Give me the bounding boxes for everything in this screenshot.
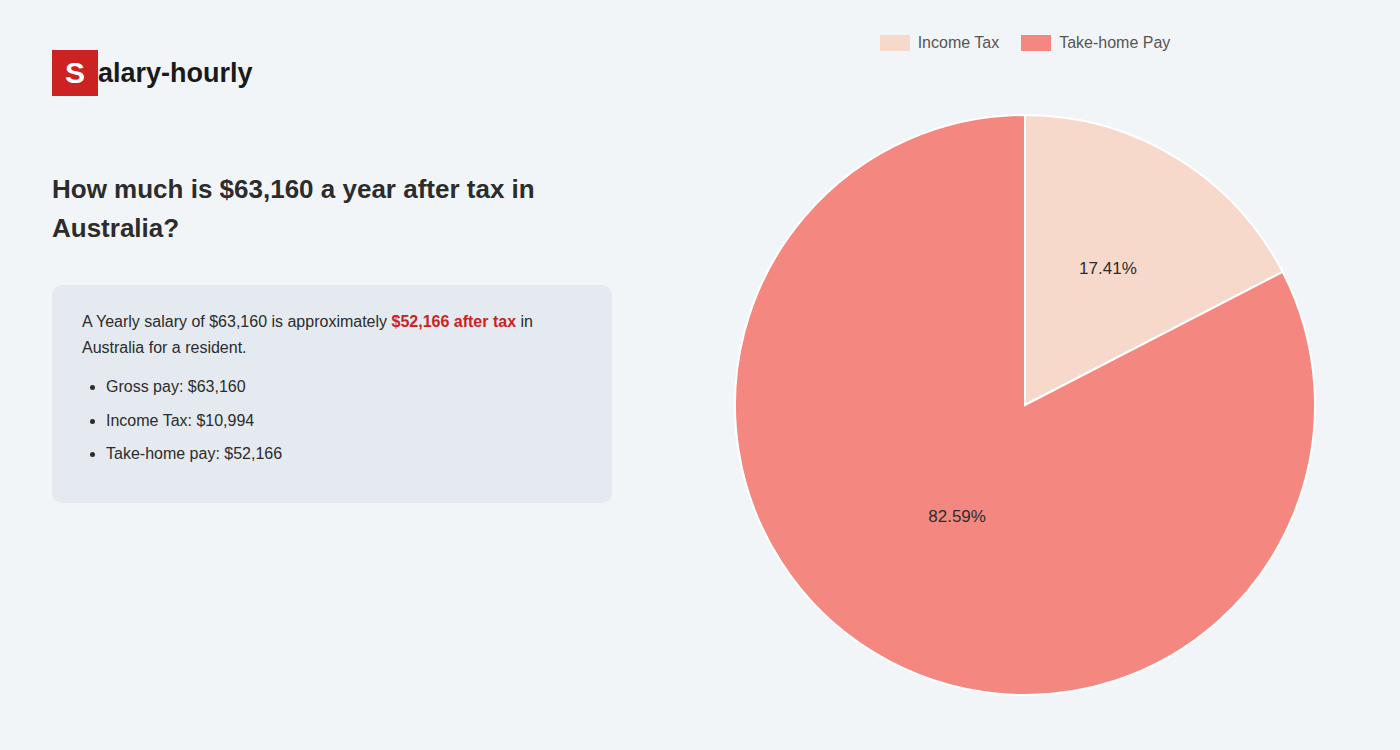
data-label: 82.59% [928, 507, 986, 526]
pie-slice [735, 115, 1315, 695]
summary-text: A Yearly salary of $63,160 is approximat… [82, 313, 392, 330]
bullet-item: Take-home pay: $52,166 [106, 441, 588, 467]
logo-text: alary-hourly [98, 58, 253, 89]
legend-label: Take-home Pay [1059, 34, 1170, 52]
legend-item: Take-home Pay [1021, 34, 1170, 52]
title: How much is $63,160 a year after tax in … [52, 170, 642, 248]
bullet-item: Gross pay: $63,160 [106, 374, 588, 400]
summary-text: Australia for a resident. [82, 339, 247, 356]
legend-swatch [880, 35, 910, 51]
summary-line: Australia for a resident. [82, 335, 588, 361]
legend: Income Tax Take-home Pay [650, 34, 1400, 52]
legend-label: Income Tax [918, 34, 1000, 52]
legend-item: Income Tax [880, 34, 1000, 52]
summary-highlight: $52,166 after tax [392, 313, 517, 330]
bullet-item: Income Tax: $10,994 [106, 408, 588, 434]
logo-letter: S [52, 50, 98, 96]
summary-line: A Yearly salary of $63,160 is approximat… [82, 309, 588, 335]
chart-panel: Income Tax Take-home Pay 17.41% 82.59% [650, 0, 1400, 750]
slices [735, 115, 1315, 695]
text-panel: Salary-hourly How much is $63,160 a year … [0, 0, 650, 750]
summary-text: in [516, 313, 533, 330]
logo: Salary-hourly [52, 50, 253, 96]
data-label: 17.41% [1079, 259, 1137, 278]
info-box: A Yearly salary of $63,160 is approximat… [52, 285, 612, 503]
legend-swatch [1021, 35, 1051, 51]
pie-chart: 17.41% 82.59% [650, 0, 1400, 750]
data-labels: 17.41% 82.59% [928, 259, 1136, 526]
bullet-list: Gross pay: $63,160 Income Tax: $10,994 Tak… [82, 374, 588, 467]
